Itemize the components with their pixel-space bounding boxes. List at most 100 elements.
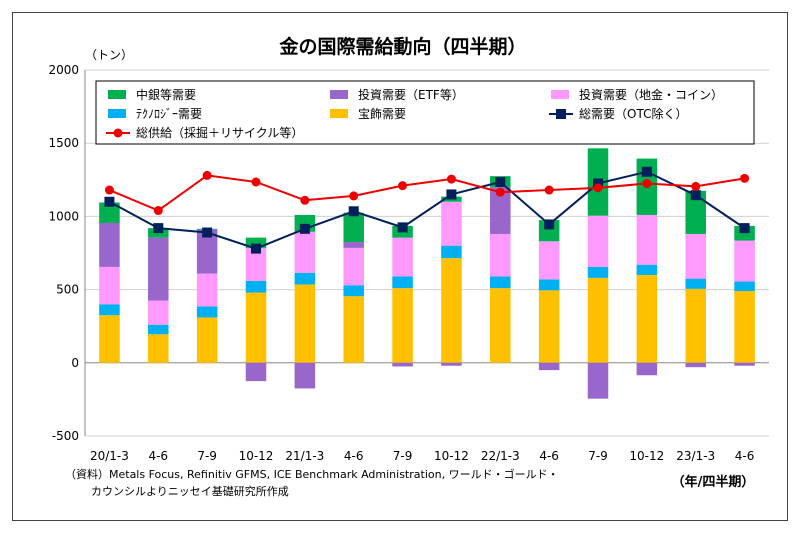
bar-0-4 (294, 284, 316, 363)
bar-1-4 (294, 272, 316, 285)
bar-1-10 (587, 266, 609, 278)
bar-0-1 (148, 334, 169, 363)
point-0-12 (690, 190, 701, 201)
bar-1-3 (245, 280, 267, 293)
bar-2-11 (636, 214, 658, 265)
point-0-8 (495, 176, 506, 187)
x-tick-label-0: 20/1-3 (90, 449, 129, 463)
bar-2-4 (294, 231, 316, 273)
legend-swatch-2 (551, 90, 569, 99)
point-1-11 (642, 178, 652, 188)
bar-0-0 (99, 315, 120, 363)
legend-label-5: 総需要（OTC除く） (579, 106, 687, 121)
x-tick-label-3: 10-12 (239, 449, 274, 463)
x-tick-label-4: 21/1-3 (285, 449, 324, 463)
bar-3-11 (636, 362, 658, 376)
x-tick-label-9: 4-6 (539, 449, 559, 463)
x-tick-label-1: 4-6 (148, 449, 168, 463)
legend-marker-6 (113, 128, 123, 138)
source-line-1: （資料）Metals Focus, Refinitiv GFMS, ICE Be… (65, 467, 559, 481)
legend-label-2: 投資需要（地金・コイン） (579, 87, 723, 102)
bar-4-12 (685, 190, 706, 234)
x-tick-label-7: 10-12 (434, 449, 469, 463)
bar-2-12 (685, 233, 706, 279)
point-1-5 (349, 191, 359, 201)
bar-3-3 (245, 362, 267, 382)
bar-2-2 (196, 273, 218, 307)
point-1-4 (300, 195, 310, 205)
bar-0-7 (441, 258, 462, 363)
bar-1-12 (685, 278, 706, 289)
y-tick-label-1: 0 (71, 356, 79, 370)
legend: 中銀等需要 投資需要（ETF等） 投資需要（地金・コイン） ﾃｸﾉﾛｼﾞｰ需要 宝飾需要… (95, 80, 755, 145)
x-tick-label-2: 7-9 (197, 449, 217, 463)
point-0-3 (251, 243, 261, 254)
legend-label-0: 中銀等需要 (136, 87, 196, 102)
bar-0-6 (392, 288, 413, 363)
bar-4-3 (245, 237, 267, 248)
point-0-5 (348, 206, 359, 217)
point-0-0 (104, 196, 115, 207)
bar-1-0 (99, 304, 120, 316)
bar-2-8 (490, 233, 511, 277)
x-tick-labels: 20/1-3 4-6 7-9 10-12 21/1-3 4-6 7-9 10-12 22/1-3… (90, 449, 754, 463)
bar-1-9 (538, 279, 560, 291)
x-tick-label-12: 23/1-3 (676, 449, 715, 463)
point-0-6 (397, 222, 408, 233)
bar-3-4 (294, 362, 316, 389)
legend-swatch-1 (330, 90, 348, 99)
bar-1-7 (441, 245, 462, 259)
point-0-13 (739, 223, 750, 234)
point-0-2 (202, 227, 213, 238)
legend-swatch-4 (330, 109, 348, 118)
bar-3-12 (685, 362, 706, 368)
point-1-10 (593, 183, 603, 193)
y-tick-label-0: -500 (52, 429, 79, 443)
legend-swatch-3 (108, 109, 126, 118)
bar-3-0 (99, 222, 120, 267)
bar-3-6 (392, 362, 413, 367)
chart-frame: 金の国際需給動向（四半期） （トン） （年/四半期） （資料）Metals Fo… (12, 12, 788, 521)
point-0-11 (641, 166, 652, 177)
bar-4-9 (538, 220, 560, 242)
x-tick-label-6: 7-9 (393, 449, 413, 463)
bar-0-8 (490, 288, 511, 363)
bar-3-5 (343, 242, 364, 248)
point-1-8 (495, 187, 505, 197)
x-axis-label: （年/四半期） (672, 474, 755, 490)
lines (104, 166, 750, 254)
bar-0-5 (343, 296, 364, 363)
point-1-13 (740, 173, 750, 183)
bar-2-0 (99, 266, 120, 305)
legend-label-3: ﾃｸﾉﾛｼﾞｰ需要 (136, 107, 202, 121)
series-line-0 (108, 170, 746, 250)
bar-2-6 (392, 237, 413, 277)
bar-2-13 (734, 240, 755, 282)
point-0-7 (446, 189, 457, 200)
bar-1-5 (343, 285, 364, 297)
bar-2-1 (148, 300, 169, 325)
point-1-7 (446, 174, 456, 184)
y-tick-label-4: 1500 (48, 136, 79, 150)
x-tick-label-13: 4-6 (735, 449, 755, 463)
legend-label-4: 宝飾需要 (358, 107, 406, 121)
bar-2-3 (245, 247, 267, 281)
x-tick-label-11: 10-12 (629, 449, 664, 463)
bar-1-2 (196, 306, 218, 318)
bar-4-13 (734, 225, 755, 241)
chart: 金の国際需給動向（四半期） （トン） （年/四半期） （資料）Metals Fo… (48, 35, 769, 498)
bar-4-5 (343, 212, 364, 243)
y-tick-labels: -500 0 500 1000 1500 2000 (48, 63, 79, 443)
legend-label-1: 投資需要（ETF等） (358, 87, 464, 102)
bar-0-10 (587, 277, 609, 363)
point-1-0 (104, 185, 114, 195)
legend-marker-5 (556, 109, 566, 119)
bars (99, 148, 755, 399)
bar-1-1 (148, 324, 169, 335)
bar-0-13 (734, 291, 755, 363)
bar-0-2 (196, 317, 218, 363)
bar-2-5 (343, 247, 364, 286)
y-tick-label-3: 1000 (48, 209, 79, 223)
bar-3-8 (490, 187, 511, 234)
bar-0-11 (636, 274, 658, 363)
